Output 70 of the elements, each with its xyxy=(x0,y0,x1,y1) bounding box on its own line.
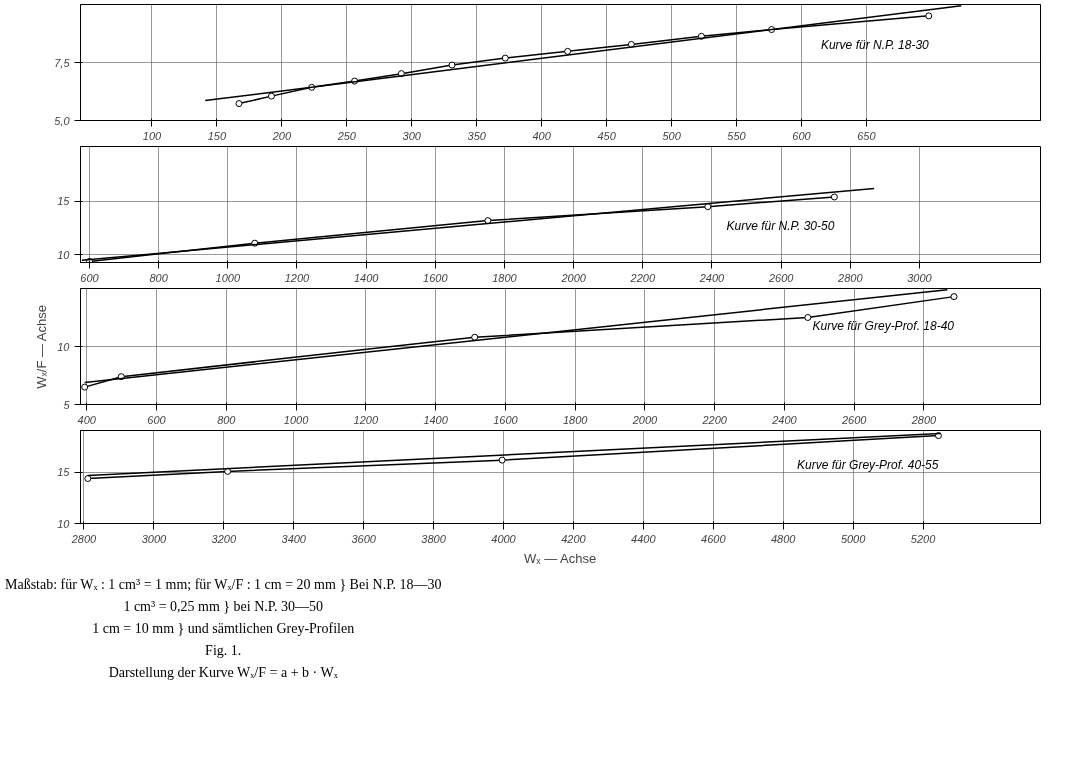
x-tick-label: 100 xyxy=(142,129,163,142)
x-tick-label: 3200 xyxy=(211,532,237,545)
x-tick-label: 2200 xyxy=(701,413,728,426)
text: 1 cm = 10 mm } und sämtlichen Grey-Profilen xyxy=(91,620,356,638)
x-tick-label: 2800 xyxy=(910,413,938,426)
x-tick-label: 200 xyxy=(271,129,292,142)
series-label: Kurve für N.P. 18-30 xyxy=(820,37,930,52)
x-tick-label: 2800 xyxy=(70,532,98,545)
x-tick-label: 600 xyxy=(147,413,167,426)
y-tick-label: 5 xyxy=(63,398,71,411)
x-tick-label: 2800 xyxy=(837,271,864,284)
x-tick-label: 4000 xyxy=(491,532,517,545)
x-tick-label: 4800 xyxy=(770,532,797,545)
x-tick-label: 1800 xyxy=(492,271,518,284)
y-tick-label: 5,0 xyxy=(54,114,71,127)
x-tick-label: 350 xyxy=(467,129,487,142)
x-tick-label: 4400 xyxy=(631,532,657,545)
x-tick-label: 1400 xyxy=(353,271,380,284)
x-tick-label: 3000 xyxy=(141,532,168,545)
y-axis-title: Wₓ/F — Achse xyxy=(34,304,50,389)
x-tick-label: 3800 xyxy=(421,532,447,545)
y-tick-label: 7,5 xyxy=(54,56,71,69)
x-tick-label: 400 xyxy=(77,413,97,426)
x-tick-label: 3600 xyxy=(351,532,377,545)
series-label: Kurve für Grey-Prof. 18-40 xyxy=(812,318,955,333)
x-tick-label: 2000 xyxy=(560,271,587,284)
x-tick-label: 1400 xyxy=(423,413,449,426)
x-tick-label: 3400 xyxy=(281,532,307,545)
x-tick-label: 250 xyxy=(336,129,357,142)
text: Maßstab: für Wₓ : 1 cm³ = 1 mm; für Wₓ/F : 1 cm = 20 mm } Bei N.P. 18—30 xyxy=(5,576,442,594)
text: Darstellung der Kurve Wₓ/F = a + b · Wₓ xyxy=(107,664,339,682)
x-tick-label: 550 xyxy=(727,129,747,142)
y-tick-label: 10 xyxy=(57,248,71,261)
x-tick-label: 3000 xyxy=(907,271,933,284)
x-tick-label: 2400 xyxy=(698,271,726,284)
x-tick-label: 500 xyxy=(662,129,682,142)
y-tick-label: 10 xyxy=(57,517,71,530)
x-tick-label: 5000 xyxy=(840,532,867,545)
y-tick-label: 15 xyxy=(57,195,71,208)
x-tick-label: 1200 xyxy=(353,413,379,426)
y-tick-label: 10 xyxy=(57,340,71,353)
x-tick-label: 2000 xyxy=(631,413,659,426)
x-tick-label: 300 xyxy=(402,129,422,142)
x-tick-label: 1200 xyxy=(284,271,311,284)
x-tick-label: 2600 xyxy=(767,271,795,284)
x-tick-label: 5200 xyxy=(910,532,937,545)
x-tick-label: 4600 xyxy=(701,532,727,545)
x-tick-label: 2400 xyxy=(771,413,798,426)
x-tick-label: 1000 xyxy=(215,271,241,284)
x-tick-label: 1800 xyxy=(562,413,589,426)
series-label: Kurve für N.P. 30-50 xyxy=(726,218,835,233)
text: 1 cm³ = 0,25 mm } bei N.P. 30—50 xyxy=(122,598,325,616)
x-tick-label: 2200 xyxy=(629,271,656,284)
caption: Fig. 1. xyxy=(204,642,243,660)
x-tick-label: 600 xyxy=(792,129,812,142)
series-label: Kurve für Grey-Prof. 40-55 xyxy=(797,457,939,472)
x-tick-label: 150 xyxy=(207,129,227,142)
x-tick-label: 800 xyxy=(217,413,237,426)
y-tick-label: 15 xyxy=(57,466,71,479)
x-tick-label: 450 xyxy=(597,129,617,142)
x-tick-label: 1600 xyxy=(493,413,519,426)
x-tick-label: 1000 xyxy=(283,413,310,426)
x-tick-label: 2600 xyxy=(840,413,868,426)
x-tick-label: 1600 xyxy=(423,271,449,284)
x-tick-label: 600 xyxy=(80,271,100,284)
x-tick-label: 800 xyxy=(149,271,169,284)
x-axis-title: Wₓ — Achse xyxy=(524,550,597,566)
x-tick-label: 4200 xyxy=(561,532,587,545)
x-tick-label: 650 xyxy=(857,129,877,142)
x-tick-label: 400 xyxy=(532,129,552,142)
